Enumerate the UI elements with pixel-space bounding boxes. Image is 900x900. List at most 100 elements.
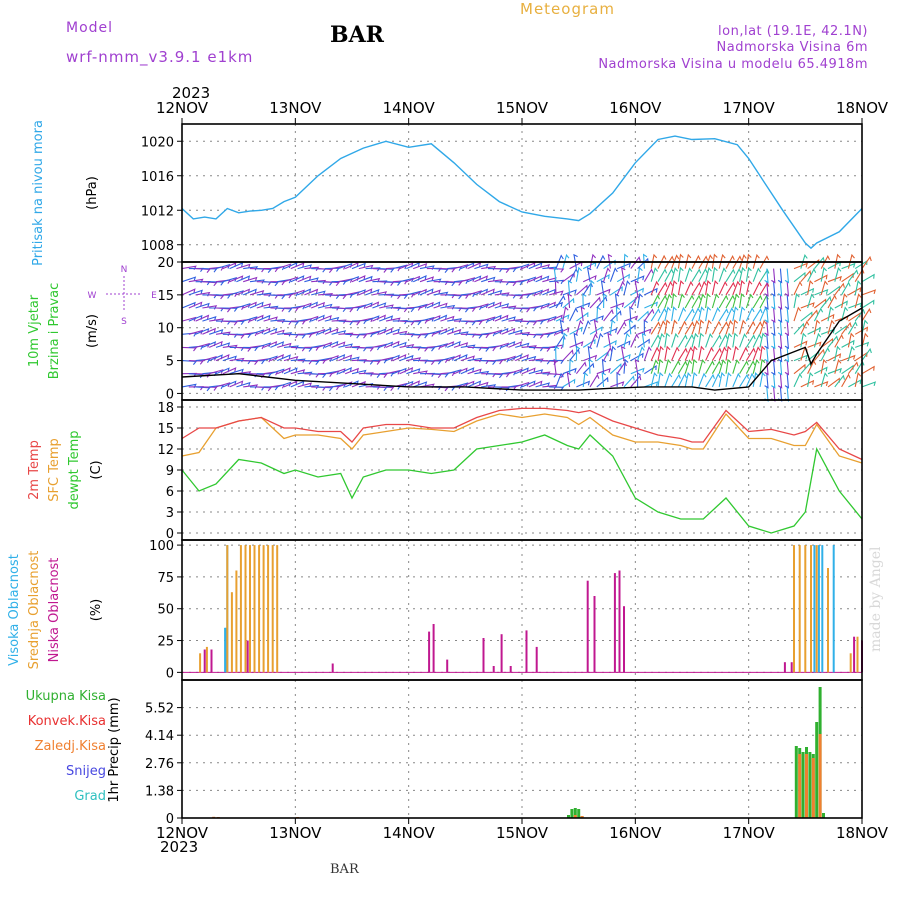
wind-barb xyxy=(820,295,832,309)
wind-barb xyxy=(569,326,583,335)
wind-barb xyxy=(406,320,422,326)
wind-barb xyxy=(807,267,817,282)
wind-barb xyxy=(814,288,829,296)
wind-barb xyxy=(569,348,580,361)
wind-barb xyxy=(609,345,616,361)
dewpt-axis-label: dewpt Temp xyxy=(67,430,82,509)
wind-barb xyxy=(365,301,380,309)
wind-barb xyxy=(528,369,544,375)
wind-barb xyxy=(290,275,305,283)
precip-bar xyxy=(570,809,574,818)
wind-barb xyxy=(609,267,618,282)
wind-barb xyxy=(841,281,851,296)
x-tick-label-bottom: 14NOV xyxy=(383,824,436,842)
wind-barb xyxy=(453,263,469,270)
panel-frame-precip xyxy=(181,679,863,819)
wind-barb xyxy=(861,381,877,388)
pressure-line xyxy=(181,135,863,250)
x-tick-label-top: 17NOV xyxy=(723,99,776,117)
wind-barb xyxy=(283,345,299,350)
wind-barb xyxy=(562,367,577,375)
wind-barb xyxy=(771,321,776,337)
wind-barb xyxy=(784,294,790,310)
wind-barb xyxy=(283,276,299,283)
wind-barb xyxy=(460,277,476,283)
wind-barb xyxy=(331,294,347,300)
wind-barb xyxy=(596,288,611,296)
wind-barb xyxy=(771,373,776,389)
wind-barb xyxy=(413,263,428,270)
wind-barb xyxy=(698,319,705,335)
wind-barb xyxy=(841,272,854,283)
pressure-axis-label: Pritisak na nivou mora xyxy=(31,120,46,266)
wind-barb xyxy=(861,365,875,375)
wind-barb xyxy=(501,327,516,335)
wind-barb xyxy=(677,253,684,269)
wind-barb xyxy=(814,274,828,283)
wind-barb xyxy=(460,320,476,326)
wind-barb xyxy=(671,346,680,361)
wind-barb xyxy=(508,354,523,362)
wind-barb xyxy=(800,254,808,269)
y-tick-label: 1008 xyxy=(141,239,174,254)
wind-barb xyxy=(764,347,769,363)
wind-barb xyxy=(256,314,271,322)
model-altitude-label: Nadmorska Visina u modelu 65.4918m xyxy=(598,57,868,72)
cloud-bar xyxy=(210,649,213,673)
y-tick-label: 0 xyxy=(166,812,174,827)
wind-barb xyxy=(596,332,604,348)
wind-barb xyxy=(222,320,238,326)
wind-barb xyxy=(732,345,739,361)
wind-barb xyxy=(317,268,334,273)
wind-barb xyxy=(711,266,718,282)
wind-barb xyxy=(406,333,422,339)
wind-barb xyxy=(263,355,278,362)
wind-barb xyxy=(623,332,631,348)
wind-barb xyxy=(637,266,643,282)
wind-barb xyxy=(834,267,842,282)
wind-barb xyxy=(603,308,614,322)
wind-barb xyxy=(317,303,333,309)
wind-barb xyxy=(677,347,688,361)
wind-barb xyxy=(745,334,756,348)
wind-barb xyxy=(433,291,449,297)
wind-barb xyxy=(643,268,654,282)
wind-barb xyxy=(664,332,671,348)
wind-barb xyxy=(623,280,631,296)
wind-barb xyxy=(698,359,706,374)
cloud-bar xyxy=(235,570,238,673)
wind-barb xyxy=(764,268,769,284)
wind-barb xyxy=(732,267,742,282)
wind-barb xyxy=(820,358,827,374)
wind-barb xyxy=(745,360,756,374)
wind-barb xyxy=(777,373,783,389)
wind-barb xyxy=(603,267,611,282)
wind-barb xyxy=(630,275,645,283)
wind-barb xyxy=(759,345,766,361)
wind-barb xyxy=(521,345,537,350)
wind-barb xyxy=(711,360,722,374)
wind-barb xyxy=(181,316,197,322)
wind-barb xyxy=(610,286,623,296)
wind-barb xyxy=(771,281,776,297)
wind-barb xyxy=(385,267,402,272)
precip-legend-label: Konvek.Kisa xyxy=(28,714,106,729)
wind-barb xyxy=(861,255,872,269)
wind-barb xyxy=(575,319,584,335)
cloud-bar xyxy=(267,545,270,673)
wind-barb xyxy=(834,359,842,374)
wind-barb xyxy=(677,360,688,374)
wind-barb xyxy=(446,340,461,348)
wind-barb xyxy=(277,307,293,313)
wind-barb xyxy=(549,373,565,379)
wind-barb xyxy=(691,268,702,282)
x-tick-label-bottom: 12NOV xyxy=(156,824,209,842)
wind-barb xyxy=(562,332,568,348)
wind-barb xyxy=(759,358,766,374)
wind-barb xyxy=(664,280,673,296)
wind-barb xyxy=(848,312,861,322)
cloud-bar xyxy=(815,545,818,673)
y-tick-label: 15 xyxy=(157,289,174,304)
wind-barb xyxy=(331,341,346,348)
cloud-bar xyxy=(500,634,503,673)
